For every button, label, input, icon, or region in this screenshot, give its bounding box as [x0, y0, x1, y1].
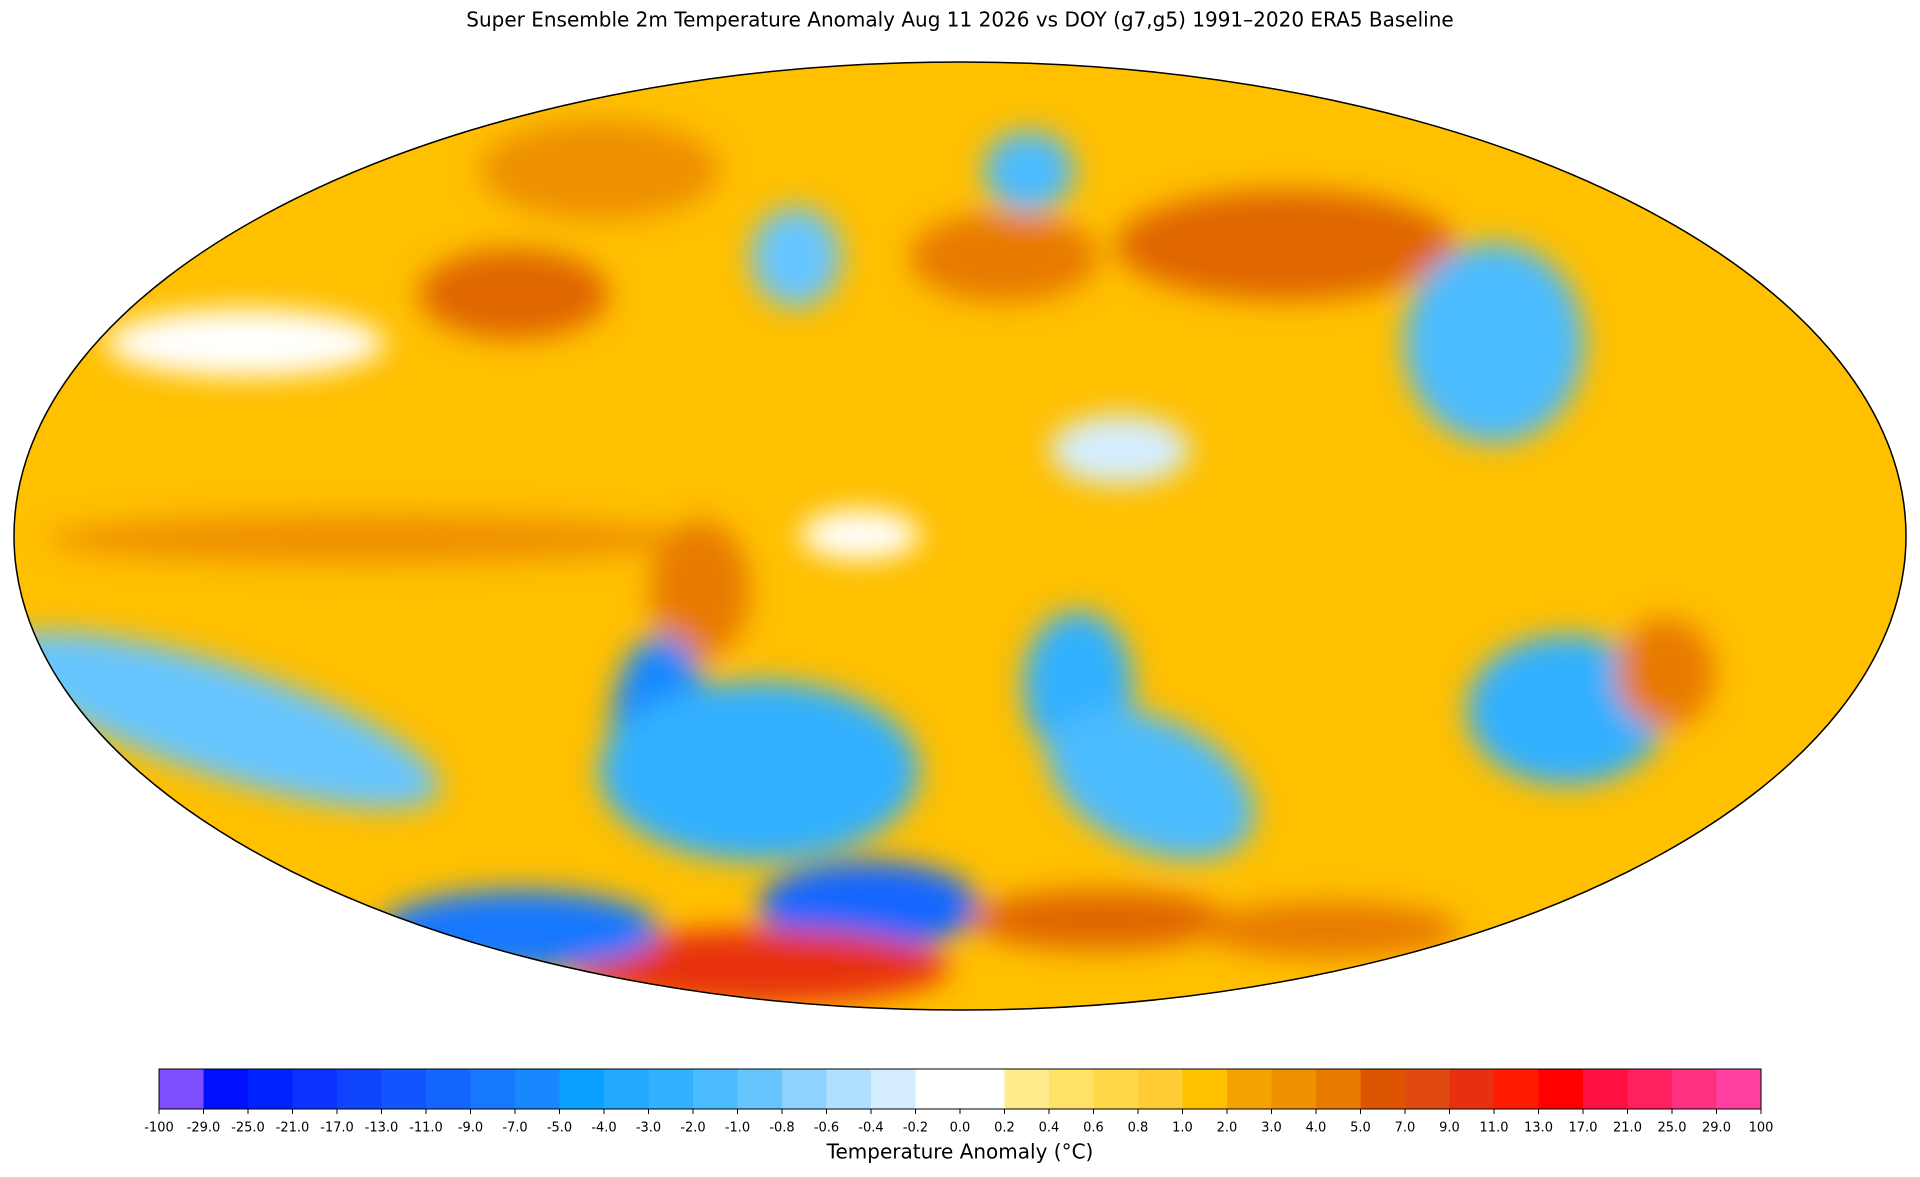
- colorbar-bin: [604, 1069, 649, 1109]
- colorbar-bin: [1538, 1069, 1584, 1109]
- colorbar-bin: [1316, 1069, 1361, 1109]
- colorbar-bin: [1138, 1069, 1183, 1109]
- colorbar-tick-label: 0.2: [994, 1121, 1015, 1136]
- colorbar-bin: [1271, 1069, 1317, 1109]
- colorbar-bin: [915, 1069, 961, 1109]
- colorbar-bin: [648, 1069, 694, 1109]
- colorbar-tick-label: 100: [1749, 1121, 1774, 1136]
- colorbar-bin: [159, 1069, 204, 1109]
- colorbar-bin: [782, 1069, 827, 1109]
- colorbar-tick-label: 25.0: [1658, 1121, 1687, 1136]
- map-outline: [13, 61, 1907, 1011]
- colorbar-tick-label: -4.0: [591, 1121, 616, 1136]
- colorbar-tick-label: 0.4: [1039, 1121, 1060, 1136]
- colorbar-bin: [693, 1069, 738, 1109]
- colorbar-tick-label: 21.0: [1613, 1121, 1642, 1136]
- colorbar-bin: [1449, 1069, 1495, 1109]
- colorbar-bin: [337, 1069, 382, 1109]
- colorbar-bin: [1627, 1069, 1673, 1109]
- colorbar-tick-label: 0.0: [950, 1121, 971, 1136]
- colorbar-tick-label: 3.0: [1261, 1121, 1282, 1136]
- colorbar-tick-label: 13.0: [1524, 1121, 1553, 1136]
- colorbar-tick-label: 2.0: [1217, 1121, 1238, 1136]
- colorbar-tick-label: -13.0: [365, 1121, 399, 1136]
- colorbar-tick-label: 0.6: [1083, 1121, 1104, 1136]
- colorbar-bin: [871, 1069, 916, 1109]
- colorbar-tick-label: -29.0: [187, 1121, 221, 1136]
- anomaly-map: [14, 62, 1906, 1010]
- colorbar-bin: [1716, 1069, 1762, 1109]
- colorbar-bin: [1093, 1069, 1139, 1109]
- colorbar-bin: [381, 1069, 427, 1109]
- colorbar-tick-label: -5.0: [547, 1121, 572, 1136]
- colorbar-bin: [1004, 1069, 1050, 1109]
- map-title: Super Ensemble 2m Temperature Anomaly Au…: [466, 8, 1453, 32]
- colorbar-tick-label: -21.0: [276, 1121, 310, 1136]
- colorbar-tick-label: 1.0: [1172, 1121, 1193, 1136]
- colorbar: -100 -29.0 -25.0 -21.0 -17.0 -13.0 -11.0 -9.0 -7…: [144, 1068, 1774, 1136]
- colorbar-tick-label: 4.0: [1306, 1121, 1327, 1136]
- colorbar-tick-label: -0.2: [903, 1121, 928, 1136]
- colorbar-bin: [1182, 1069, 1228, 1109]
- colorbar-bin: [960, 1069, 1005, 1109]
- colorbar-bin: [515, 1069, 560, 1109]
- colorbar-tick-label: -11.0: [409, 1121, 443, 1136]
- colorbar-tick-label: -0.8: [769, 1121, 794, 1136]
- colorbar-bin: [1405, 1069, 1450, 1109]
- colorbar-bin: [470, 1069, 516, 1109]
- colorbar-bin: [737, 1069, 783, 1109]
- colorbar-tick-label: -0.4: [858, 1121, 883, 1136]
- colorbar-bin: [292, 1069, 338, 1109]
- colorbar-tick-label: -2.0: [680, 1121, 705, 1136]
- colorbar-tick-label: 9.0: [1439, 1121, 1460, 1136]
- colorbar-label: Temperature Anomaly (°C): [826, 1140, 1094, 1164]
- colorbar-bin: [826, 1069, 872, 1109]
- colorbar-tick-label: -0.6: [814, 1121, 839, 1136]
- colorbar-tick-label: -1.0: [725, 1121, 750, 1136]
- colorbar-tick-label: -9.0: [458, 1121, 483, 1136]
- colorbar-bin: [203, 1069, 249, 1109]
- colorbar-tick-label: -7.0: [502, 1121, 527, 1136]
- colorbar-bin: [559, 1069, 605, 1109]
- colorbar-tick-label: -17.0: [320, 1121, 354, 1136]
- colorbar-tick-label: 17.0: [1569, 1121, 1598, 1136]
- colorbar-tick-label: 5.0: [1350, 1121, 1371, 1136]
- colorbar-tick-label: 0.8: [1128, 1121, 1149, 1136]
- colorbar-tick-label: -25.0: [231, 1121, 265, 1136]
- colorbar-bin: [1227, 1069, 1272, 1109]
- colorbar-tick-label: -100: [144, 1121, 174, 1136]
- anomaly-field: [14, 120, 1715, 1005]
- colorbar-tick-label: 7.0: [1395, 1121, 1416, 1136]
- colorbar-tick-label: 29.0: [1702, 1121, 1731, 1136]
- colorbar-bin: [1360, 1069, 1406, 1109]
- colorbar-bin: [426, 1069, 471, 1109]
- colorbar-tick-label: 11.0: [1480, 1121, 1509, 1136]
- colorbar-bin: [1494, 1069, 1539, 1109]
- colorbar-tick-label: -3.0: [636, 1121, 661, 1136]
- colorbar-bin: [248, 1069, 293, 1109]
- colorbar-bin: [1672, 1069, 1717, 1109]
- colorbar-bin: [1049, 1069, 1094, 1109]
- colorbar-bin: [1583, 1069, 1628, 1109]
